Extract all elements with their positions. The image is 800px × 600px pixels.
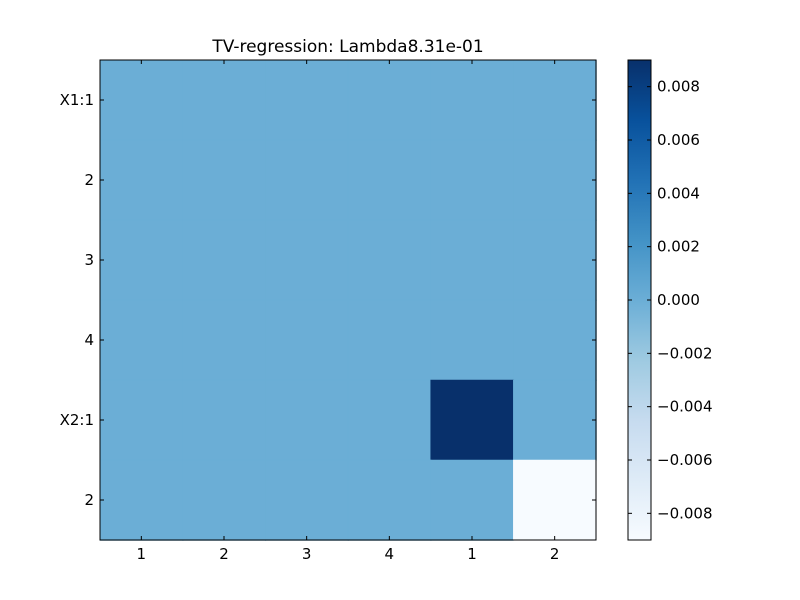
heatmap-cell xyxy=(430,459,515,541)
colorbar-tick-label: −0.002 xyxy=(657,344,713,362)
colorbar-tick-label: −0.006 xyxy=(657,451,713,469)
x-tick-label: 2 xyxy=(550,545,560,563)
heatmap-cell xyxy=(430,139,515,221)
x-tick-label: 1 xyxy=(137,545,147,563)
heatmap-cell xyxy=(513,299,597,381)
heatmap-cell xyxy=(347,139,432,221)
heatmap-cell xyxy=(430,299,515,381)
heatmap-cell xyxy=(182,459,267,541)
colorbar-axis: 0.008 0.006 0.004 0.002 0.000 −0.002 −0.004 −0.… xyxy=(628,78,713,522)
heatmap-cell xyxy=(265,299,349,381)
heatmap-cell xyxy=(513,379,597,461)
heatmap-cell xyxy=(182,139,267,221)
y-tick-label: 2 xyxy=(84,491,94,509)
heatmap-cell xyxy=(99,379,184,461)
x-tick-label: 1 xyxy=(467,545,477,563)
heatmap-cell xyxy=(347,379,432,461)
y-tick-label: 2 xyxy=(84,171,94,189)
heatmap-cell xyxy=(182,299,267,381)
heatmap-cell xyxy=(430,219,515,301)
plot-frame xyxy=(99,59,597,541)
colorbar-tick-label: 0.000 xyxy=(657,291,700,309)
heatmap-cell xyxy=(430,379,515,461)
heatmap-cell xyxy=(513,459,597,541)
heatmap-cell xyxy=(430,59,515,141)
heatmap-cells xyxy=(99,59,597,541)
heatmap-cell xyxy=(99,59,184,141)
y-tick-label: X1:1 xyxy=(60,91,94,109)
x-tick-label: 2 xyxy=(219,545,229,563)
y-tick-label: X2:1 xyxy=(60,411,94,429)
colorbar-tick-label: 0.008 xyxy=(657,78,700,96)
y-tick-label: 4 xyxy=(84,331,94,349)
heatmap-cell xyxy=(347,299,432,381)
colorbar-tick-label: 0.002 xyxy=(657,238,700,256)
heatmap-cell xyxy=(347,219,432,301)
heatmap-cell xyxy=(265,379,349,461)
x-tick-label: 4 xyxy=(385,545,395,563)
heatmap-cell xyxy=(265,59,349,141)
heatmap-cell xyxy=(182,59,267,141)
heatmap-cell xyxy=(513,59,597,141)
heatmap-cell xyxy=(99,219,184,301)
heatmap-cell xyxy=(99,459,184,541)
heatmap-cell xyxy=(265,139,349,221)
colorbar-tick-label: 0.006 xyxy=(657,131,700,149)
colorbar-tick-label: 0.004 xyxy=(657,184,700,202)
x-axis: 1 2 3 4 1 2 xyxy=(137,60,560,563)
heatmap-cell xyxy=(99,139,184,221)
y-axis: X1:1 2 3 4 X2:1 2 xyxy=(60,91,596,509)
heatmap-cell xyxy=(265,459,349,541)
y-tick-label: 3 xyxy=(84,251,94,269)
colorbar-tick-label: −0.004 xyxy=(657,398,713,416)
heatmap-cell xyxy=(99,299,184,381)
heatmap-cell xyxy=(265,219,349,301)
heatmap-cell xyxy=(182,379,267,461)
heatmap-cell xyxy=(347,459,432,541)
chart-title: TV-regression: Lambda8.31e-01 xyxy=(211,37,483,57)
heatmap-cell xyxy=(513,139,597,221)
heatmap-cell xyxy=(347,59,432,141)
colorbar-tick-label: −0.008 xyxy=(657,504,713,522)
x-tick-label: 3 xyxy=(302,545,312,563)
heatmap-cell xyxy=(182,219,267,301)
heatmap-cell xyxy=(513,219,597,301)
